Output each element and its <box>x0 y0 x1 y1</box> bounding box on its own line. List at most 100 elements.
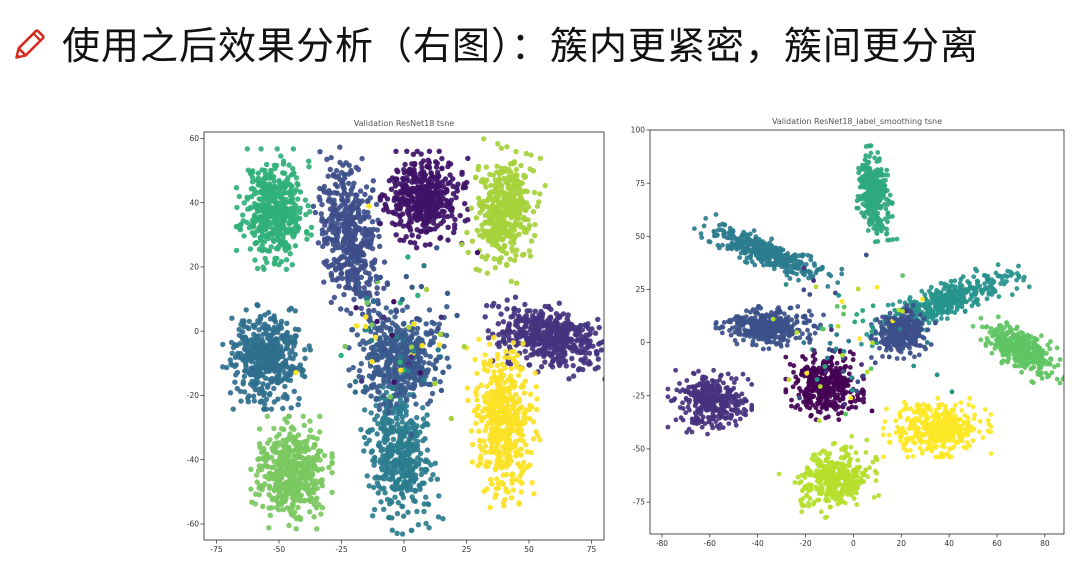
scatter-point <box>508 394 515 400</box>
scatter-point <box>491 435 497 442</box>
scatter-point <box>387 497 394 504</box>
scatter-point <box>417 429 423 435</box>
scatter-point <box>295 196 301 202</box>
scatter-point <box>338 352 344 359</box>
scatter-point <box>307 509 313 515</box>
scatter-point <box>448 415 454 422</box>
scatter-point <box>412 425 419 432</box>
scatter-point <box>509 205 515 212</box>
scatter-point <box>267 351 274 357</box>
scatter-point <box>414 414 420 421</box>
scatter-point <box>371 506 378 513</box>
scatter-point <box>377 195 383 201</box>
scatter-point <box>522 420 528 426</box>
scatter-point <box>509 245 515 251</box>
scatter-point <box>485 368 491 374</box>
scatter-point <box>539 323 545 329</box>
scatter-point <box>393 148 399 154</box>
scatter-point <box>445 213 451 220</box>
scatter-point <box>405 380 411 386</box>
scatter-point <box>344 191 350 198</box>
scatter-point <box>247 370 253 377</box>
scatter-point <box>245 395 251 401</box>
scatter-point <box>406 479 412 485</box>
scatter-point <box>491 369 497 375</box>
scatter-point <box>333 267 339 273</box>
scatter-point <box>400 337 406 344</box>
scatter-point <box>437 354 444 360</box>
scatter-point <box>503 168 510 174</box>
scatter-point <box>278 195 284 202</box>
scatter-point <box>369 245 376 252</box>
scatter-point <box>483 423 490 429</box>
scatter-point <box>271 185 277 191</box>
scatter-point <box>397 354 403 360</box>
scatter-point <box>509 377 515 384</box>
scatter-point <box>385 447 391 453</box>
scatter-point <box>310 203 317 209</box>
scatter-point <box>280 405 286 412</box>
scatter-point <box>370 226 377 232</box>
scatter-point <box>426 148 433 154</box>
scatter-point <box>508 423 515 430</box>
scatter-point <box>513 218 519 225</box>
scatter-point <box>504 144 510 150</box>
scatter-point <box>395 499 401 506</box>
scatter-point <box>266 525 272 531</box>
scatter-point <box>405 509 411 515</box>
scatter-point <box>277 204 283 210</box>
scatter-point <box>397 237 403 243</box>
cluster-2 <box>310 144 391 323</box>
scatter-point <box>256 426 263 432</box>
scatter-point <box>522 410 528 416</box>
scatter-point <box>405 254 411 260</box>
scatter-point <box>259 398 265 404</box>
scatter-point <box>347 382 353 389</box>
scatter-point <box>445 163 451 170</box>
scatter-point <box>507 169 514 175</box>
scatter-point <box>515 448 521 454</box>
scatter-point <box>319 201 325 208</box>
scatter-point <box>252 219 258 225</box>
scatter-point <box>598 347 604 353</box>
scatter-point <box>302 373 308 380</box>
scatter-point <box>293 369 299 376</box>
scatter-point <box>291 365 298 371</box>
scatter-point <box>562 351 568 357</box>
scatter-point <box>511 306 517 312</box>
scatter-point <box>256 492 262 498</box>
scatter-point <box>449 205 455 212</box>
scatter-point <box>275 396 281 402</box>
scatter-point <box>358 378 365 384</box>
scatter-point <box>370 513 376 519</box>
scatter-point <box>288 184 294 190</box>
scatter-point <box>512 294 519 300</box>
scatter-point <box>553 321 559 327</box>
scatter-point <box>371 370 378 376</box>
scatter-point <box>264 463 270 469</box>
scatter-point <box>418 191 425 198</box>
scatter-point <box>292 509 298 515</box>
scatter-point <box>387 357 393 363</box>
scatter-point <box>273 245 279 252</box>
scatter-point <box>520 438 526 444</box>
scatter-point <box>493 183 499 189</box>
scatter-point <box>534 396 540 402</box>
scatter-point <box>278 190 284 197</box>
scatter-point <box>251 344 257 351</box>
scatter-point <box>304 438 310 444</box>
scatter-point <box>504 262 510 268</box>
scatter-point <box>488 380 494 386</box>
scatter-point <box>508 278 514 284</box>
scatter-point <box>486 215 493 221</box>
scatter-point <box>872 239 878 245</box>
scatter-point <box>469 459 475 465</box>
scatter-point <box>383 203 389 209</box>
scatter-point <box>267 212 273 218</box>
scatter-point <box>275 367 282 373</box>
scatter-point <box>405 368 412 374</box>
scatter-point <box>533 384 539 390</box>
scatter-point <box>445 224 451 230</box>
scatter-point <box>517 405 524 411</box>
scatter-point <box>354 270 360 276</box>
